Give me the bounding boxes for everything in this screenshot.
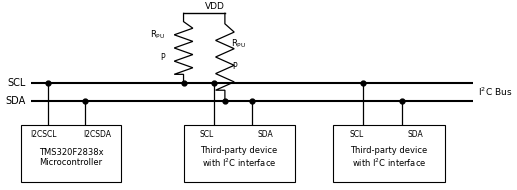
Text: R$_\mathregular{PU}$: R$_\mathregular{PU}$ bbox=[150, 28, 165, 41]
Text: TMS320F2838x
Microcontroller: TMS320F2838x Microcontroller bbox=[39, 148, 103, 167]
Text: P: P bbox=[160, 53, 165, 62]
Text: P: P bbox=[233, 62, 237, 71]
Bar bbox=[184, 125, 295, 182]
Text: SDA: SDA bbox=[5, 96, 25, 106]
Bar bbox=[333, 125, 445, 182]
Text: SCL: SCL bbox=[349, 130, 364, 139]
Text: SCL: SCL bbox=[200, 130, 214, 139]
Text: I2CSCL: I2CSCL bbox=[31, 130, 57, 139]
Text: SDA: SDA bbox=[257, 130, 273, 139]
Text: SCL: SCL bbox=[7, 78, 25, 88]
Text: I$^2$C Bus: I$^2$C Bus bbox=[478, 86, 512, 98]
Text: Third-party device
with I$^2$C interface: Third-party device with I$^2$C interface bbox=[351, 146, 428, 169]
Text: Third-party device
with I$^2$C interface: Third-party device with I$^2$C interface bbox=[201, 146, 278, 169]
Bar bbox=[21, 125, 121, 182]
Text: I2CSDA: I2CSDA bbox=[83, 130, 111, 139]
Text: SDA: SDA bbox=[407, 130, 423, 139]
Text: R$_\mathregular{PU}$: R$_\mathregular{PU}$ bbox=[231, 37, 246, 50]
Text: VDD: VDD bbox=[205, 2, 224, 11]
